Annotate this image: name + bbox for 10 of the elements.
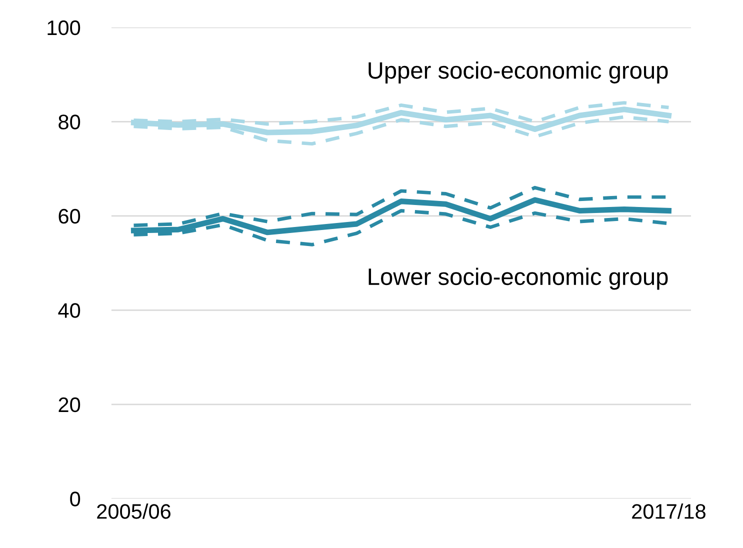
y-tick-label: 100 [48,20,80,36]
y-tick-label: 60 [58,208,80,224]
y-tick-label: 20 [58,397,80,412]
x-tick-label: 2017/18 [632,504,706,519]
y-tick-label: 40 [58,303,80,318]
y-tick-label: 0 [70,492,80,506]
y-tick-label: 80 [58,114,80,130]
series-label: Upper socio-economic group [368,61,668,84]
x-tick-label: 2005/06 [97,504,170,519]
series-label: Lower socio-economic group [368,268,668,290]
